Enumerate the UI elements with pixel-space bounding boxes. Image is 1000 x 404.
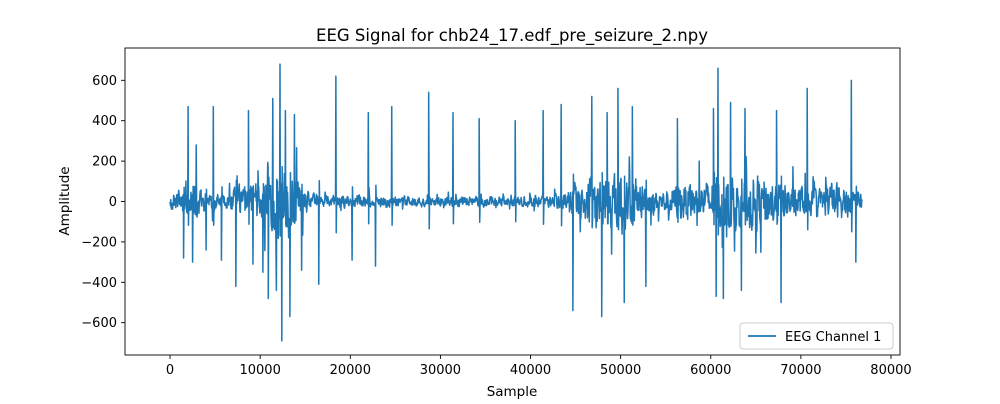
x-axis: 0 10000 20000 30000 40000 50000 60000 70000 8000…	[166, 355, 912, 378]
y-tick-label: −200	[81, 235, 117, 250]
x-tick-label: 10000	[239, 363, 280, 378]
x-tick-label: 40000	[510, 363, 551, 378]
y-tick-label: 0	[109, 195, 117, 210]
x-tick-label: 50000	[600, 363, 641, 378]
x-tick-label: 30000	[420, 363, 461, 378]
x-tick-label: 70000	[780, 363, 821, 378]
x-tick-label: 80000	[870, 363, 911, 378]
legend-box	[739, 322, 894, 350]
y-tick-label: 400	[92, 114, 117, 129]
y-tick-label: 200	[92, 155, 117, 170]
x-tick-label: 20000	[330, 363, 371, 378]
y-tick-label: −400	[81, 276, 117, 291]
y-axis-label: Amplitude	[57, 166, 73, 235]
x-tick-label: 0	[166, 363, 174, 378]
legend: EEG Channel 1	[739, 322, 894, 350]
chart-title: EEG Signal for chb24_17.edf_pre_seizure_…	[316, 26, 708, 46]
x-tick-label: 60000	[690, 363, 731, 378]
y-axis: −600 −400 −200 0 200 400 600	[81, 74, 125, 331]
y-tick-label: −600	[81, 316, 117, 331]
legend-label-eeg-channel-1: EEG Channel 1	[785, 330, 881, 345]
y-tick-label: 600	[92, 74, 117, 89]
plot-area	[169, 63, 863, 342]
x-axis-label: Sample	[487, 384, 538, 400]
series-line-eeg-channel-1	[169, 63, 863, 342]
